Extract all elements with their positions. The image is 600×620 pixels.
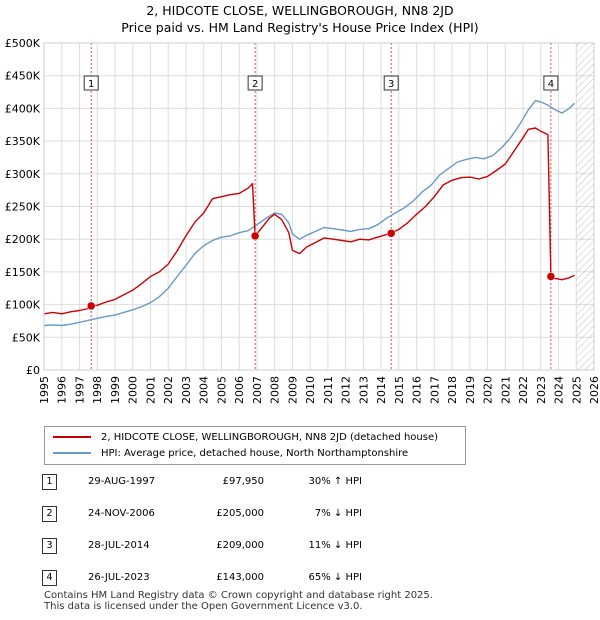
x-tick-label: 2020 [482,376,495,404]
transaction-date: 28-JUL-2014 [88,540,150,551]
x-tick-label: 1997 [73,376,86,404]
x-tick-label: 2011 [322,376,335,404]
sale-point [250,231,260,241]
transaction-badge: 3 [42,538,57,554]
x-tick-label: 2013 [357,376,370,404]
future-hatch [576,43,594,370]
title-line-1: 2, HIDCOTE CLOSE, WELLINGBOROUGH, NN8 2J… [146,3,454,18]
x-tick-label: 2002 [162,376,175,404]
legend-item-hpi: HPI: Average price, detached house, Nort… [53,446,408,462]
x-tick-label: 2024 [553,376,566,404]
x-tick-label: 2004 [198,376,211,404]
x-tick-label: 2014 [375,376,388,404]
transaction-date: 26-JUL-2023 [88,572,150,583]
transaction-hpi: 11% ↓ HPI [308,540,362,551]
transaction-price: £209,000 [216,540,264,551]
x-tick-label: 2001 [144,376,157,404]
sale-badge-label: 3 [388,79,394,90]
x-tick-label: 1995 [38,376,51,404]
transaction-date: 24-NOV-2006 [88,508,155,519]
y-tick-label: £450K [5,70,41,83]
transaction-badge: 2 [42,506,57,522]
x-tick-label: 1999 [109,376,122,404]
transaction-hpi: 30% ↑ HPI [308,476,362,487]
x-tick-label: 2006 [233,376,246,404]
sale-badge [83,75,99,91]
sale-badge-label: 4 [548,79,554,90]
sale-badge [543,75,559,91]
x-tick-label: 2023 [535,376,548,404]
chart-title: 2, HIDCOTE CLOSE, WELLINGBOROUGH, NN8 2J… [0,2,600,36]
x-tick-label: 2025 [570,376,583,404]
x-tick-label: 2003 [180,376,193,404]
y-tick-label: £0 [26,364,40,377]
transaction-hpi: 7% ↓ HPI [314,508,362,519]
transaction-price: £97,950 [222,476,264,487]
sale-point [546,272,556,281]
footer-line-1: Contains HM Land Registry data © Crown c… [44,590,433,601]
series-line-hpi [43,99,575,327]
price-chart: 1 2 3 4 £0 £50K £100K £150K £200K £250K £300K £350… [5,37,600,404]
x-tick-label: 2012 [340,376,353,404]
x-tick-label: 2007 [251,376,264,404]
sale-point [86,301,96,311]
y-tick-label: £400K [5,102,41,115]
x-tick-label: 2005 [215,376,228,404]
x-tick-label: 2016 [411,376,424,404]
series-line-property [43,127,575,315]
title-line-2: Price paid vs. HM Land Registry's House … [121,20,479,35]
x-tick-label: 2021 [499,376,512,404]
y-tick-label: £100K [5,299,41,312]
footer: Contains HM Land Registry data © Crown c… [44,590,433,612]
legend-label-hpi: HPI: Average price, detached house, Nort… [101,448,409,459]
x-tick-label: 2015 [393,376,406,404]
x-tick-label: 1996 [56,376,69,404]
sale-badge-label: 1 [88,79,94,90]
sale-badge [247,75,263,91]
legend: 2, HIDCOTE CLOSE, WELLINGBOROUGH, NN8 2J… [44,426,466,465]
y-tick-label: £150K [5,266,41,279]
y-tick-label: £350K [5,135,41,148]
sale-point [386,229,396,238]
transaction-price: £205,000 [216,508,264,519]
transaction-hpi: 65% ↓ HPI [308,572,362,583]
x-tick-label: 1998 [91,376,104,404]
y-tick-label: £50K [12,331,41,344]
sale-badge-label: 2 [252,79,258,90]
legend-item-property: 2, HIDCOTE CLOSE, WELLINGBOROUGH, NN8 2J… [53,430,438,446]
sale-badge [383,75,399,91]
x-tick-label: 2019 [464,376,477,404]
x-tick-label: 2009 [286,376,299,404]
y-tick-label: £300K [5,168,41,181]
plot-border [43,42,595,371]
legend-swatch-hpi [53,452,91,454]
transaction-badge: 1 [42,474,57,490]
x-tick-label: 2018 [446,376,459,404]
y-tick-label: £200K [5,233,41,246]
legend-swatch-property [53,436,91,438]
transaction-price: £143,000 [216,572,264,583]
x-tick-label: 2017 [428,376,441,404]
x-tick-label: 2026 [588,376,600,404]
x-tick-label: 2008 [269,376,282,404]
y-tick-label: £250K [5,201,41,214]
legend-label-property: 2, HIDCOTE CLOSE, WELLINGBOROUGH, NN8 2J… [101,432,439,443]
transaction-badge: 4 [42,570,57,586]
y-tick-label: £500K [5,37,41,50]
transaction-date: 29-AUG-1997 [88,476,156,487]
x-tick-label: 2022 [517,376,530,404]
x-tick-label: 2010 [304,376,317,404]
x-tick-label: 2000 [127,376,140,404]
footer-line-2: This data is licensed under the Open Gov… [44,601,363,612]
